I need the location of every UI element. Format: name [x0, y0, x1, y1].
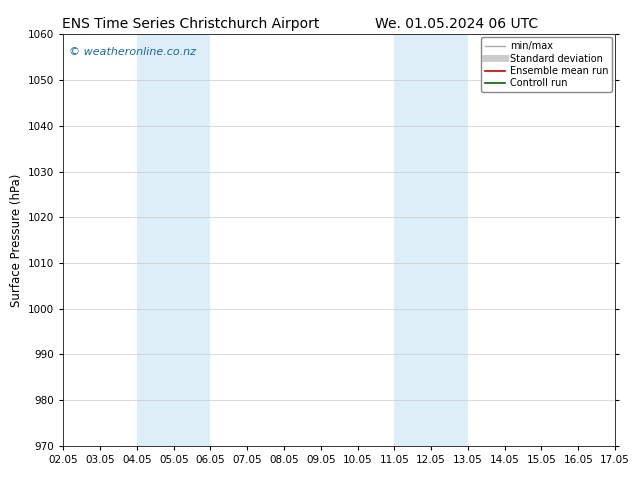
Text: © weatheronline.co.nz: © weatheronline.co.nz [69, 47, 196, 57]
Text: ENS Time Series Christchurch Airport: ENS Time Series Christchurch Airport [61, 17, 319, 31]
Text: We. 01.05.2024 06 UTC: We. 01.05.2024 06 UTC [375, 17, 538, 31]
Bar [137, 34, 210, 446]
Bar [394, 34, 468, 446]
Y-axis label: Surface Pressure (hPa): Surface Pressure (hPa) [10, 173, 23, 307]
Legend: min/max, Standard deviation, Ensemble mean run, Controll run: min/max, Standard deviation, Ensemble me… [481, 37, 612, 92]
